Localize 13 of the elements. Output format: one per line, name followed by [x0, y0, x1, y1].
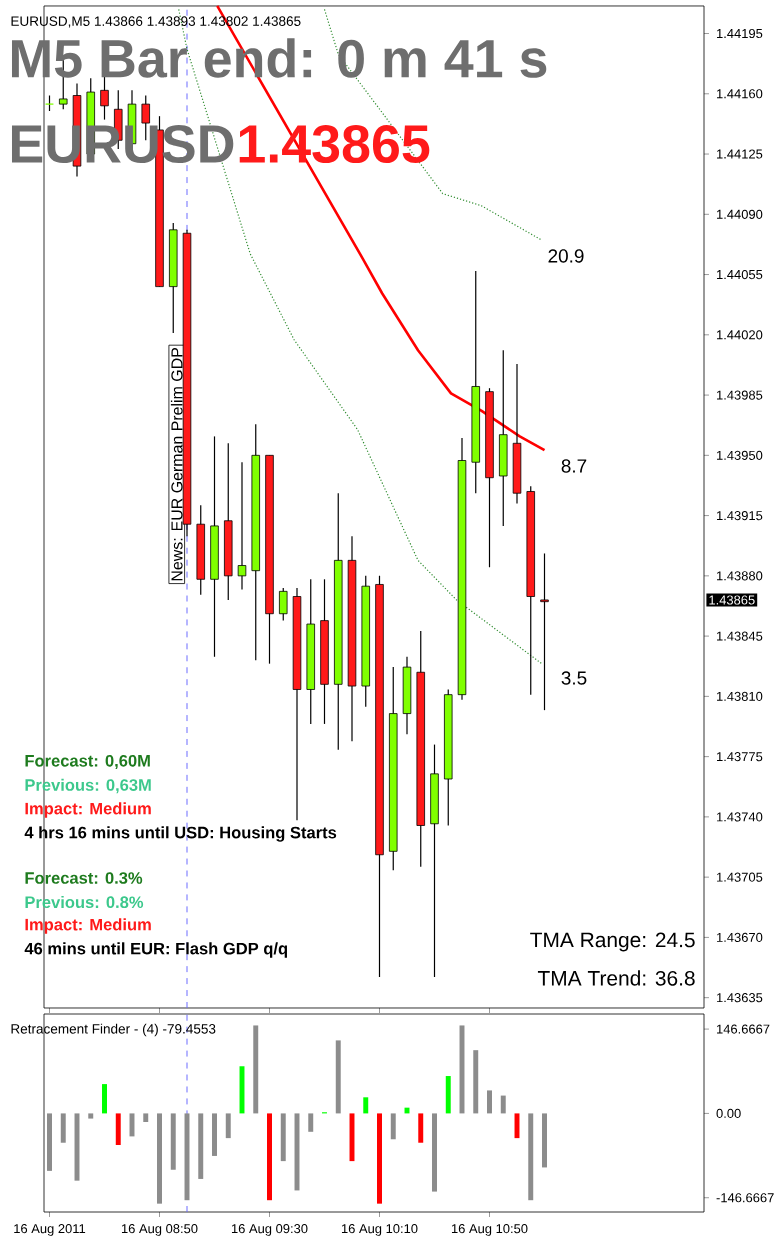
annotation: TMA Trend: 36.8	[537, 970, 695, 986]
annotation: Previous: 0,63M	[25, 778, 151, 794]
annotation: Previous: 0.8%	[25, 895, 144, 909]
annotation: 46 mins until EUR: Flash GDP q/q	[24, 942, 288, 958]
annotation: 20.9	[548, 249, 584, 263]
annotation: Impact: Medium	[25, 918, 151, 934]
annotation: 3.5	[561, 671, 587, 685]
annotation: TMA Range: 24.5	[530, 932, 695, 952]
annotation: 8.7	[561, 459, 587, 473]
annotation: Forecast: 0.3%	[25, 872, 143, 884]
annotation: 4 hrs 16 mins until USD: Housing Starts	[24, 826, 337, 842]
annotation: Impact: Medium	[25, 802, 151, 818]
annotation: Forecast: 0,60M	[25, 754, 150, 770]
